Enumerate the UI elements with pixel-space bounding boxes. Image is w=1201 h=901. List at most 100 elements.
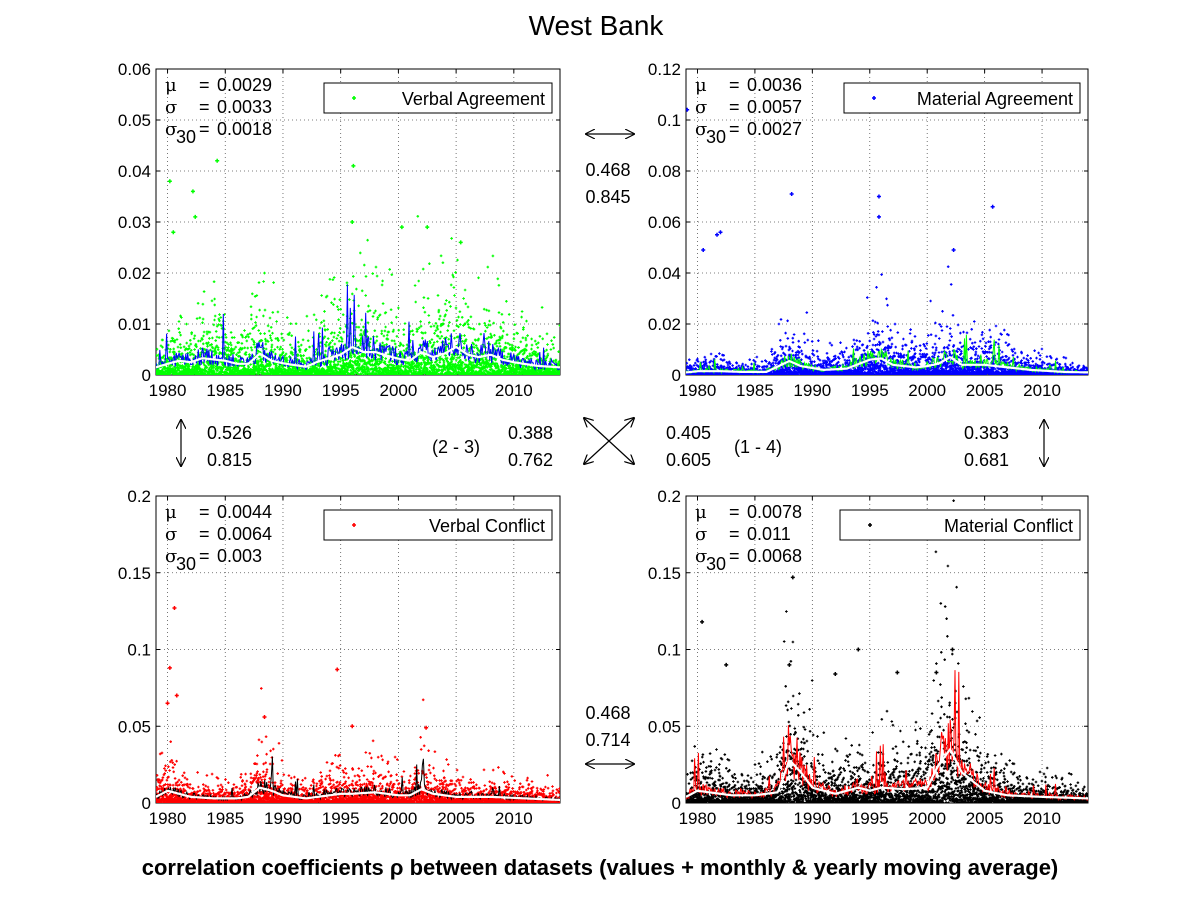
scatter-point: [424, 725, 429, 730]
correlation-value-2-3-b: 0.762: [508, 450, 553, 470]
legend-box: [843, 82, 1081, 114]
x-tick-label: 1995: [851, 809, 889, 828]
y-tick-label: 0.1: [657, 641, 681, 660]
y-tick-label: 0.08: [648, 162, 681, 181]
y-tick-label: 0.02: [118, 264, 151, 283]
legend-box: [323, 509, 553, 541]
sigma30-prefix: =: [199, 119, 210, 139]
x-tick-label: 1980: [149, 381, 187, 400]
scatter-point: [193, 214, 198, 219]
x-tick-label: 2000: [908, 381, 946, 400]
sigma30-symbol: σ: [165, 119, 177, 140]
x-tick-label: 1995: [322, 381, 360, 400]
scatter-point: [718, 230, 723, 235]
scatter-point: [215, 158, 220, 163]
x-tick-label: 2010: [495, 809, 533, 828]
x-tick-label: 1980: [679, 809, 717, 828]
y-tick-label: 0.05: [118, 717, 151, 736]
sigma-symbol: σ: [165, 97, 177, 118]
x-tick-label: 1995: [322, 809, 360, 828]
scatter-point: [335, 667, 340, 672]
scatter-point: [399, 225, 404, 230]
sigma30-symbol: σ: [165, 546, 177, 567]
y-tick-label: 0.04: [118, 162, 151, 181]
correlation-value-1: 0.526: [207, 423, 252, 443]
mu-symbol: μ: [695, 75, 707, 96]
correlation-value-1: 0.468: [585, 160, 630, 180]
scatter-point: [165, 701, 170, 706]
x-tick-label: 2005: [966, 381, 1004, 400]
mu-prefix: =: [199, 502, 210, 522]
y-tick-label: 0.06: [648, 213, 681, 232]
scatter-point: [856, 647, 861, 652]
scatter-point: [876, 214, 881, 219]
sigma30-subscript: 30: [706, 127, 726, 147]
mu-prefix: =: [729, 75, 740, 95]
mu-value: 0.0078: [747, 502, 802, 522]
x-tick-label: 1990: [264, 381, 302, 400]
x-tick-label: 2005: [437, 381, 475, 400]
sigma30-subscript: 30: [706, 554, 726, 574]
legend-label: Material Conflict: [944, 516, 1073, 536]
scatter-point: [262, 715, 267, 720]
legend-marker: [352, 523, 356, 527]
scatter-points: [156, 687, 560, 803]
sigma-symbol: σ: [695, 97, 707, 118]
x-tick-label: 2000: [908, 809, 946, 828]
sigma-value: 0.011: [747, 524, 791, 544]
correlation-bottom: 0.468 0.714: [585, 703, 634, 764]
sigma-prefix: =: [199, 97, 210, 117]
y-tick-label: 0.03: [118, 213, 151, 232]
scatter-point: [350, 220, 355, 224]
scatter-point: [167, 179, 172, 184]
scatter-point: [715, 232, 720, 237]
mu-symbol: μ: [165, 75, 177, 96]
sigma30-value: 0.0027: [747, 119, 802, 139]
figure-title: West Bank: [529, 10, 665, 41]
correlation-diagonal: (2 - 3) 0.388 0.762 0.405 0.605 (1 - 4): [432, 418, 782, 470]
sigma30-subscript: 30: [176, 554, 196, 574]
legend: Verbal Agreement: [323, 82, 553, 114]
sigma-prefix: =: [729, 524, 740, 544]
data-points: [156, 606, 560, 803]
scatter-point: [833, 672, 838, 677]
chart-panel-4: 1980 1985 1990 1995 2000 2005 2010 0 0.05 0.1 0.15…: [648, 487, 1089, 828]
legend-marker: [868, 523, 872, 527]
chart-panel-3: 1980 1985 1990 1995 2000 2005 2010 0 0.05 0.1 0.15…: [118, 487, 561, 828]
x-tick-label: 2005: [437, 809, 475, 828]
legend-box: [839, 509, 1081, 541]
correlation-value-1: 0.468: [585, 703, 630, 723]
scatter-point: [701, 248, 706, 253]
y-tick-label: 0.2: [657, 487, 681, 506]
x-tick-label: 2010: [495, 381, 533, 400]
sigma30-value: 0.0018: [217, 119, 272, 139]
monthly-average-line: [156, 756, 560, 803]
legend-label: Verbal Agreement: [402, 89, 545, 109]
mu-prefix: =: [729, 502, 740, 522]
sigma30-prefix: =: [729, 546, 740, 566]
scatter-point: [171, 230, 176, 235]
x-tick-label: 1985: [206, 809, 244, 828]
correlation-value-2-3-a: 0.388: [508, 423, 553, 443]
sigma-value: 0.0064: [217, 524, 272, 544]
sigma30-value: 0.0068: [747, 546, 802, 566]
mu-value: 0.0036: [747, 75, 802, 95]
x-tick-label: 1980: [149, 809, 187, 828]
scatter-point: [174, 693, 179, 698]
legend: Material Conflict: [839, 509, 1081, 541]
legend-box: [323, 82, 553, 114]
sigma-prefix: =: [729, 97, 740, 117]
x-tick-label: 2005: [966, 809, 1004, 828]
x-tick-label: 2010: [1023, 381, 1061, 400]
mu-value: 0.0029: [217, 75, 272, 95]
sigma30-symbol: σ: [695, 119, 707, 140]
scatter-point: [990, 204, 995, 209]
y-tick-label: 0.1: [657, 111, 681, 130]
diagonal-arrow-icon: [584, 418, 634, 464]
correlation-value-1-4-b: 0.605: [666, 450, 711, 470]
y-tick-label: 0.15: [648, 564, 681, 583]
